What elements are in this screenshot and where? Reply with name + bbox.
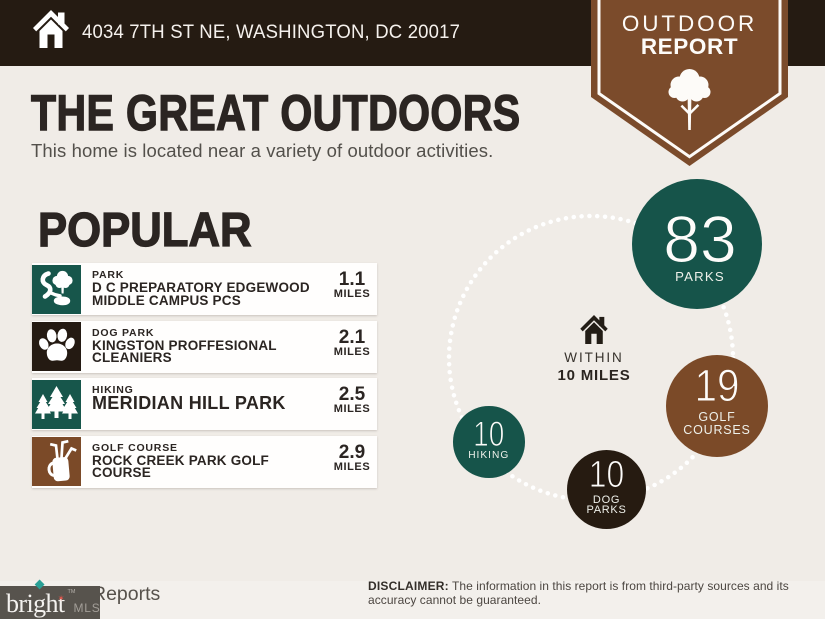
svg-text:REPORT: REPORT — [641, 34, 738, 59]
svg-text:OUTDOOR: OUTDOOR — [622, 11, 757, 36]
